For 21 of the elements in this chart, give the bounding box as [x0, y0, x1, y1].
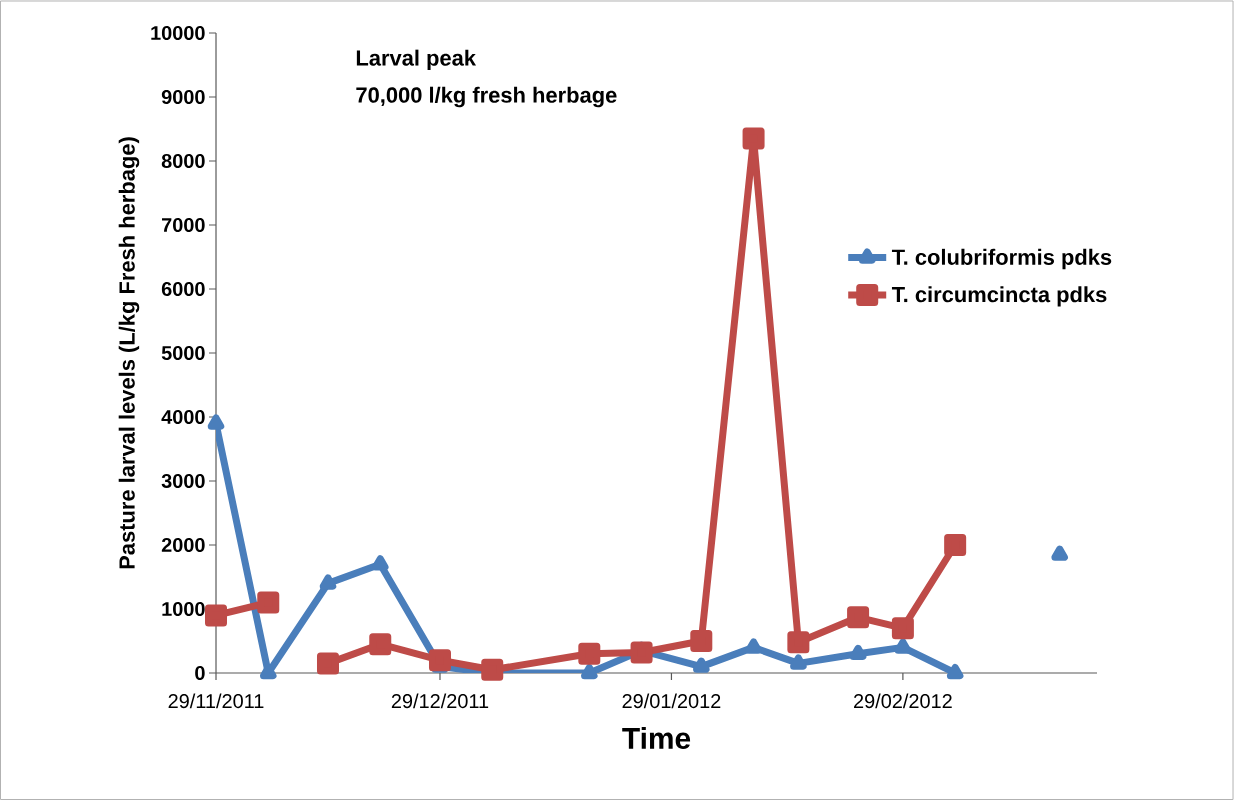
y-tick-label: 5000	[161, 345, 205, 361]
y-tick-label: 8000	[161, 153, 205, 169]
y-tick-label: 9000	[161, 89, 205, 105]
annotation: Larval peak	[356, 49, 477, 71]
legend-label: T. circumcincta pdks	[891, 286, 1107, 307]
annotation: 70,000 l/kg fresh herbage	[356, 86, 617, 108]
x-tick-label: 29/01/2012	[622, 693, 721, 709]
y-tick-label: 4000	[161, 409, 205, 425]
y-tick-label: 0	[195, 665, 205, 681]
y-tick-label: 1000	[162, 601, 205, 617]
y-tick-label: 6000	[161, 281, 205, 297]
x-tick-label: 29/12/2011	[391, 693, 489, 709]
x-tick-label: 29/11/2011	[168, 693, 264, 709]
y-tick-label: 2000	[161, 537, 205, 553]
y-tick-label: 10000	[151, 25, 205, 41]
x-tick-label: 29/02/2012	[854, 693, 952, 709]
x-axis-title: Time	[622, 726, 691, 749]
y-tick-label: 7000	[162, 217, 205, 233]
legend-label: T. colubriformis pdks	[891, 248, 1112, 270]
y-tick-label: 3000	[161, 473, 205, 489]
y-axis-title: Pasture larval levels (L/kg Fresh herbage)	[118, 137, 140, 569]
